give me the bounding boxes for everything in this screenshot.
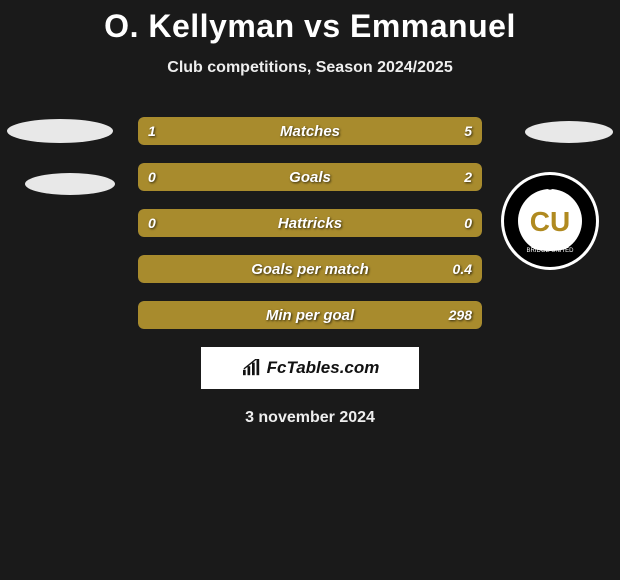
stat-row: 298Min per goal	[138, 301, 482, 329]
player-right-placeholder	[525, 121, 613, 143]
stat-label: Goals per match	[138, 255, 482, 283]
stat-row: 0.4Goals per match	[138, 255, 482, 283]
stat-label: Min per goal	[138, 301, 482, 329]
brand-text: FcTables.com	[267, 358, 380, 378]
stat-row: 15Matches	[138, 117, 482, 145]
player-left-placeholder-2	[25, 173, 115, 195]
player-left-placeholder-1	[7, 119, 113, 143]
stat-label: Hattricks	[138, 209, 482, 237]
stat-bars: 15Matches 02Goals 00Hattricks 0.4Goals per …	[138, 117, 482, 329]
badge-banner-text: BRIDGE UNITED	[526, 248, 574, 254]
stat-label: Goals	[138, 163, 482, 191]
stats-area: CU BRIDGE UNITED 15Matches 02Goals 00Hattr…	[0, 117, 620, 427]
stat-row: 00Hattricks	[138, 209, 482, 237]
stat-label: Matches	[138, 117, 482, 145]
chart-icon	[241, 359, 263, 377]
badge-initials: CU	[530, 206, 570, 237]
date-label: 3 november 2024	[0, 409, 620, 427]
stat-row: 02Goals	[138, 163, 482, 191]
brand-logo: FcTables.com	[201, 347, 419, 389]
club-badge: CU BRIDGE UNITED	[500, 171, 600, 271]
comparison-infographic: O. Kellyman vs Emmanuel Club competition…	[0, 0, 620, 427]
subtitle: Club competitions, Season 2024/2025	[0, 59, 620, 77]
page-title: O. Kellyman vs Emmanuel	[0, 8, 620, 45]
